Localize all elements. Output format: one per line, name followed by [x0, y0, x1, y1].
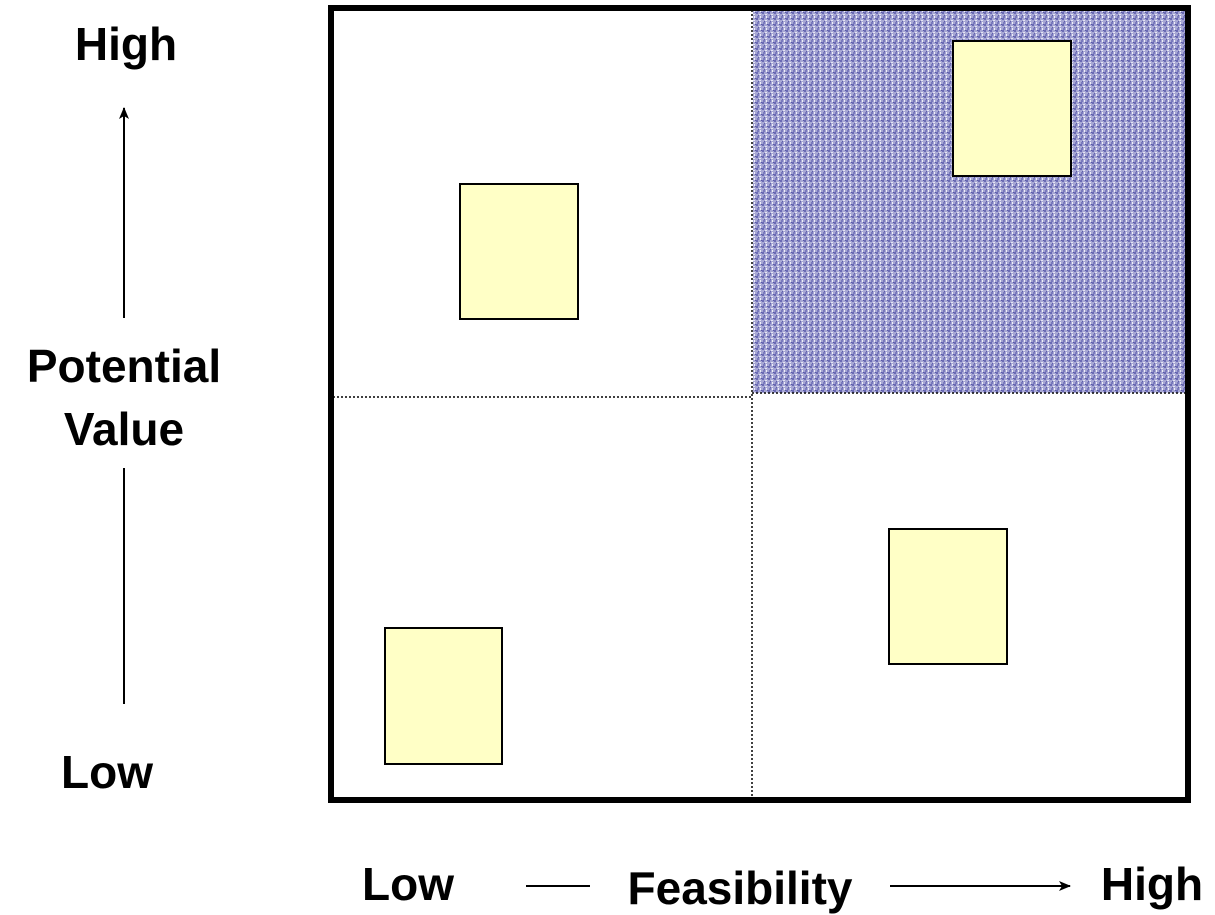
item-box-top-right [952, 40, 1072, 177]
y-axis-high-label: High [75, 18, 177, 70]
item-box-bottom-left [384, 627, 503, 765]
y-axis-title-line1: Potential [27, 340, 221, 392]
y-axis-title-line2: Value [64, 403, 184, 455]
item-box-top-left [459, 183, 579, 320]
x-axis-low-label: Low [362, 858, 454, 910]
item-box-bottom-right [888, 528, 1008, 665]
x-axis-high-label: High [1101, 858, 1203, 910]
matrix-frame [328, 5, 1191, 803]
x-axis-title: Feasibility [628, 862, 853, 914]
y-axis-low-label: Low [61, 746, 153, 798]
